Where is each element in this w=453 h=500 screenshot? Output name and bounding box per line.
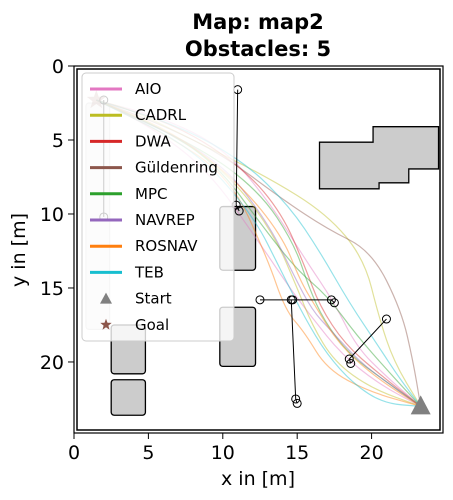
y-axis-label: y in [m]: [8, 213, 30, 287]
legend-label-2: DWA: [135, 132, 172, 150]
dynamic-obstacle-waypoint-3-2: [292, 398, 302, 408]
x-tick-label-5: 5: [142, 442, 154, 464]
dynamic-obstacle-waypoint-2-2: [326, 295, 336, 305]
dynamic-obstacle-waypoint-4-0: [381, 314, 391, 324]
legend: AIO CADRL DWA Güldenring MPC NAVREP ROSNAV TEB S…: [81, 72, 235, 342]
legend-entry-8: Start: [100, 290, 172, 308]
y-tick-label-15: 15: [40, 278, 64, 300]
dynamic-obstacle-waypoint-4-1: [344, 354, 354, 364]
legend-entry-4: MPC: [90, 185, 167, 203]
legend-entry-7: TEB: [90, 263, 164, 281]
legend-swatch-9: [100, 318, 112, 330]
x-tick-label-10: 10: [211, 442, 235, 464]
chart-title-line2: Obstacles: 5: [185, 37, 331, 61]
plot-frame: [73, 65, 444, 434]
y-tick-label-0: 0: [52, 56, 64, 78]
trajectory-8: [96, 99, 422, 407]
dynamic-obstacle-waypoint-2-0: [255, 295, 265, 305]
legend-entry-2: DWA: [90, 132, 172, 150]
start-marker: [410, 395, 431, 415]
legend-label-3: Güldenring: [135, 159, 218, 177]
chart-title-line1: Map: map2: [192, 10, 324, 34]
static-obstacle-4: [110, 379, 147, 416]
legend-label-1: CADRL: [135, 106, 187, 124]
dynamic-obstacle-waypoint-3-0: [286, 295, 296, 305]
legend-label-0: AIO: [135, 80, 162, 98]
static-obstacle-0: [318, 126, 440, 190]
legend-swatch-8: [100, 292, 112, 304]
legend-entry-0: AIO: [90, 80, 162, 98]
legend-entry-6: ROSNAV: [90, 237, 198, 255]
y-axis-ticks: 0 5 10 15 20: [40, 56, 74, 374]
legend-label-6: ROSNAV: [135, 237, 198, 255]
dynamic-obstacle-waypoint-4-2: [346, 358, 356, 368]
map-border: [76, 68, 441, 431]
legend-label-4: MPC: [135, 185, 167, 203]
axes-frame: [73, 65, 444, 434]
dynamic-obstacle-waypoint-2-3: [329, 298, 339, 308]
legend-entry-5: NAVREP: [90, 211, 195, 229]
x-tick-label-15: 15: [285, 442, 309, 464]
y-tick-label-10: 10: [40, 204, 64, 226]
legend-label-8: Start: [135, 290, 172, 308]
dynamic-obstacle-path-3: [290, 299, 298, 404]
legend-entry-1: CADRL: [90, 106, 187, 124]
dynamic-obstacle-waypoint-0-2: [234, 206, 244, 216]
dynamic-obstacle-waypoint-3-1: [291, 394, 301, 404]
legend-label-9: Goal: [135, 316, 169, 334]
legend-label-5: NAVREP: [135, 211, 195, 229]
y-tick-label-5: 5: [52, 130, 64, 152]
dynamic-obstacle-path-4: [348, 318, 387, 364]
x-tick-label-0: 0: [68, 442, 80, 464]
legend-entry-9: Goal: [100, 316, 169, 334]
dynamic-obstacle-path-2: [259, 299, 335, 304]
legend-entry-3: Güldenring: [90, 159, 218, 177]
x-tick-label-20: 20: [359, 442, 383, 464]
legend-label-7: TEB: [134, 263, 164, 281]
x-axis-label: x in [m]: [221, 468, 295, 490]
x-axis-ticks: 0 5 10 15 20: [68, 433, 384, 464]
y-tick-label-20: 20: [40, 352, 64, 374]
